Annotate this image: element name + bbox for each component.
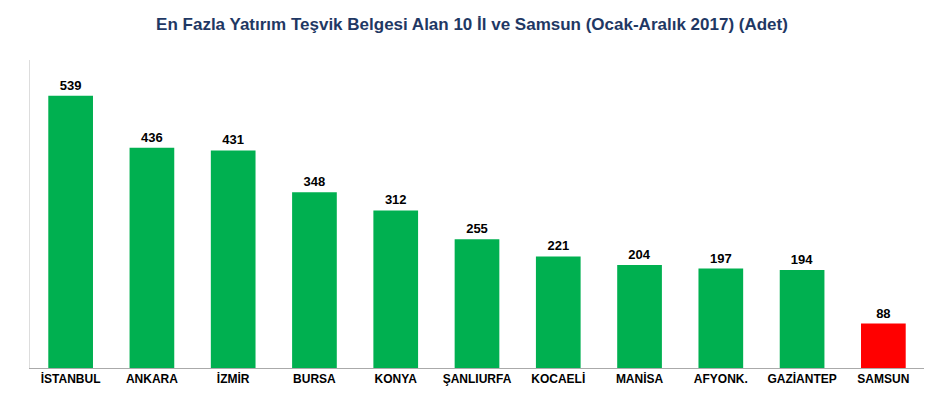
svg-text:255: 255 [466,221,488,236]
svg-text:194: 194 [791,252,813,267]
svg-text:88: 88 [876,306,890,321]
svg-text:431: 431 [222,132,244,147]
svg-text:MANİSA: MANİSA [616,371,664,386]
svg-text:ŞANLIURFA: ŞANLIURFA [443,372,512,386]
svg-text:204: 204 [628,247,650,262]
svg-text:SAMSUN: SAMSUN [857,372,909,386]
svg-text:GAZİANTEP: GAZİANTEP [767,371,836,386]
svg-text:ANKARA: ANKARA [126,372,178,386]
svg-text:İSTANBUL: İSTANBUL [41,371,101,386]
svg-text:221: 221 [547,238,569,253]
svg-text:KONYA: KONYA [375,372,418,386]
svg-text:312: 312 [385,192,407,207]
svg-text:436: 436 [141,130,163,145]
svg-text:197: 197 [710,251,732,266]
svg-text:539: 539 [60,78,82,93]
svg-text:En Fazla Yatırım Teşvik Belges: En Fazla Yatırım Teşvik Belgesi Alan 10 … [156,15,788,34]
svg-text:KOCAELİ: KOCAELİ [531,371,585,386]
svg-text:İZMİR: İZMİR [217,371,250,386]
svg-text:BURSA: BURSA [293,372,336,386]
svg-text:AFYONK.: AFYONK. [694,372,748,386]
svg-text:348: 348 [304,174,326,189]
